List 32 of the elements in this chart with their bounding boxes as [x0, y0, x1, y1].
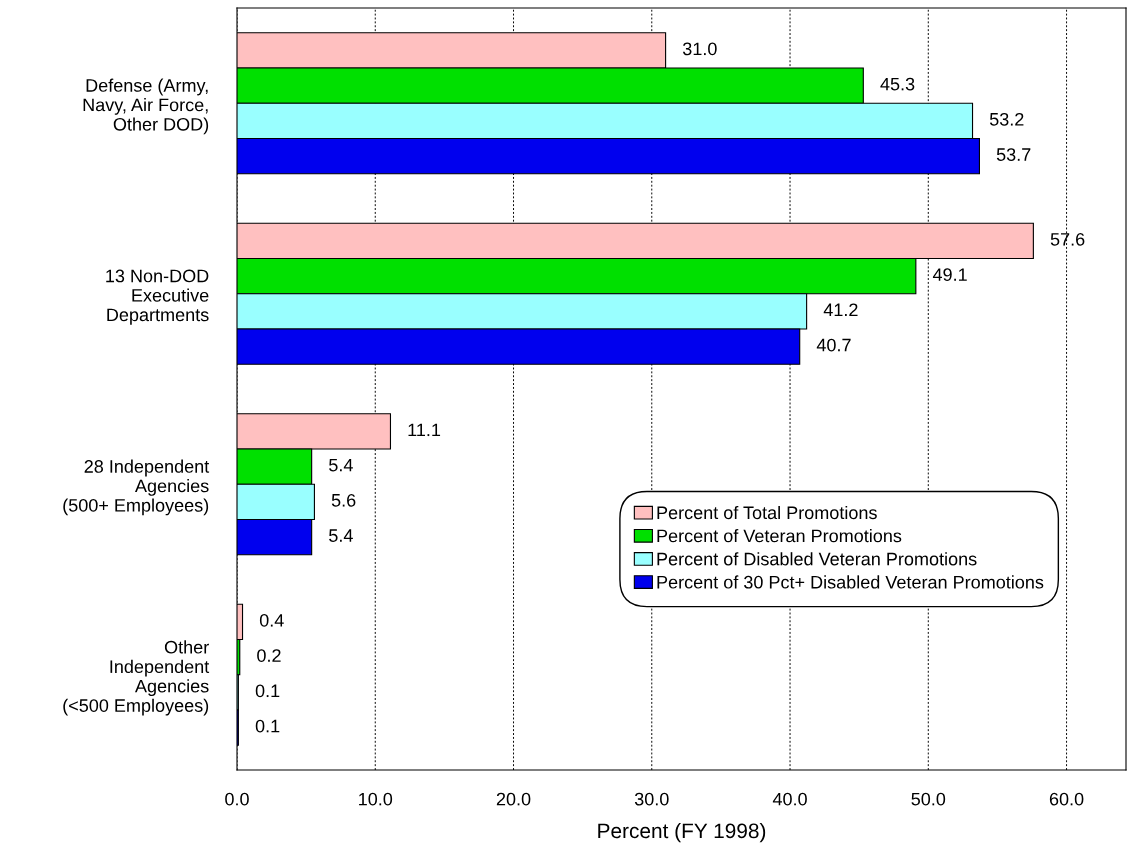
data-label: 31.0: [682, 42, 717, 56]
y-tick-label: Defense (Army, Navy, Air Force, Other DOD): [83, 78, 209, 135]
y-tick-label: 28 Independent Agencies (500+ Employees): [63, 459, 210, 516]
x-tick-label: 60.0: [1049, 792, 1084, 806]
data-label: 40.7: [816, 338, 851, 352]
x-tick-label: 20.0: [496, 792, 531, 806]
data-label: 5.6: [331, 493, 356, 507]
data-label: 45.3: [880, 77, 915, 91]
y-tick-label: Other Independent Agencies (<500 Employees): [63, 640, 210, 716]
data-label: 0.1: [255, 684, 280, 698]
legend-label: Percent of Disabled Veteran Promotions: [657, 552, 977, 566]
x-tick-label: 10.0: [359, 792, 393, 806]
y-tick-label: 13 Non-DOD Executive Departments: [106, 269, 209, 325]
legend-label: Percent of 30 Pct+ Disabled Veteran Promotions: [657, 575, 1044, 589]
x-tick-label: 50.0: [911, 792, 946, 806]
data-label: 5.4: [329, 529, 353, 542]
data-label: 0.2: [257, 649, 281, 662]
x-axis-title: Percent (FY 1998): [598, 822, 766, 843]
x-tick-label: 0.0: [225, 792, 249, 806]
data-label: 5.4: [329, 458, 353, 472]
x-tick-label: 40.0: [772, 792, 807, 806]
data-label: 49.1: [932, 268, 967, 281]
legend-label: Percent of Veteran Promotions: [657, 529, 902, 543]
data-label: 11.1: [408, 423, 441, 437]
data-label: 53.7: [996, 148, 1031, 161]
data-label: 57.6: [1050, 232, 1085, 246]
x-tick-label: 30.0: [634, 792, 669, 806]
data-label: 0.4: [259, 613, 284, 627]
data-label: 0.1: [255, 719, 280, 733]
data-label: 53.2: [989, 112, 1024, 126]
data-label: 41.2: [823, 303, 858, 317]
legend-label: Percent of Total Promotions: [657, 505, 877, 520]
